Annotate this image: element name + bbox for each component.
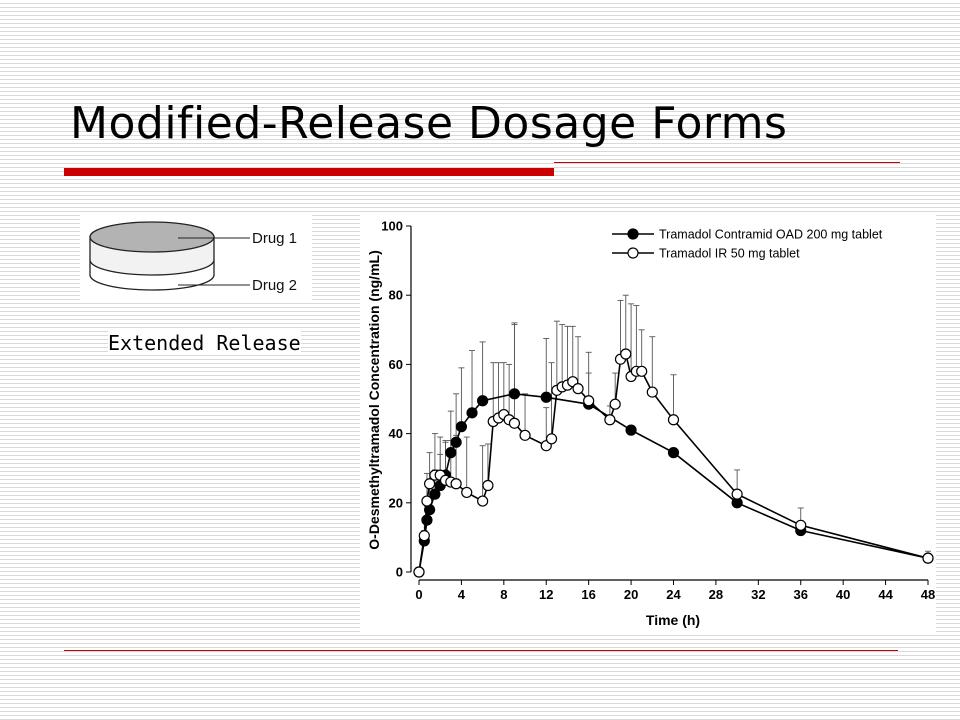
drug2-label: Drug 2 bbox=[252, 277, 297, 294]
data-point-open bbox=[609, 398, 621, 410]
y-axis-label: O-Desmethyltramadol Concentration (ng/mL… bbox=[366, 250, 382, 549]
y-tick-label: 80 bbox=[389, 288, 403, 303]
data-point-open bbox=[667, 414, 680, 426]
data-point-open bbox=[418, 530, 430, 542]
data-point-filled bbox=[445, 447, 457, 459]
y-tick-label: 100 bbox=[381, 219, 403, 234]
data-point-open bbox=[636, 365, 648, 377]
x-tick-label: 24 bbox=[666, 587, 681, 602]
data-point-filled bbox=[540, 391, 552, 403]
data-point-open bbox=[519, 429, 531, 441]
data-point-open bbox=[421, 495, 433, 507]
y-tick-label: 60 bbox=[389, 357, 403, 372]
data-point-open bbox=[572, 383, 584, 395]
x-tick-label: 8 bbox=[500, 587, 507, 602]
x-tick-label: 44 bbox=[878, 587, 893, 602]
data-point-open bbox=[450, 478, 462, 490]
x-tick-label: 16 bbox=[581, 587, 595, 602]
data-point-open bbox=[413, 566, 425, 578]
data-point-filled bbox=[455, 421, 468, 433]
series-markers bbox=[413, 348, 934, 578]
data-point-open bbox=[583, 395, 595, 407]
data-point-open bbox=[545, 433, 558, 445]
slide-title: Modified-Release Dosage Forms bbox=[70, 98, 788, 149]
legend-marker-2 bbox=[627, 247, 639, 259]
legend-label-2: Tramadol IR 50 mg tablet bbox=[659, 247, 800, 261]
data-point-open bbox=[461, 486, 473, 499]
y-tick-label: 40 bbox=[389, 426, 403, 441]
legend-label-1: Tramadol Contramid OAD 200 mg tablet bbox=[659, 228, 883, 242]
data-point-filled bbox=[466, 407, 478, 419]
data-point-open bbox=[424, 478, 436, 490]
extended-release-caption: Extended Release bbox=[108, 331, 301, 355]
data-point-open bbox=[795, 519, 807, 531]
y-tick-label: 20 bbox=[389, 495, 403, 510]
data-point-filled bbox=[667, 447, 680, 459]
tablet-illustration: Drug 1 Drug 2 bbox=[89, 221, 297, 294]
data-point-filled bbox=[625, 424, 637, 436]
drug1-label: Drug 1 bbox=[252, 230, 297, 247]
legend-marker-1 bbox=[627, 228, 639, 240]
x-tick-label: 28 bbox=[709, 587, 723, 602]
data-point-open bbox=[508, 417, 521, 429]
data-point-open bbox=[731, 488, 743, 500]
data-point-open bbox=[482, 479, 494, 492]
x-tick-label: 32 bbox=[751, 587, 765, 602]
data-point-open bbox=[620, 348, 632, 360]
data-point-open bbox=[922, 552, 934, 564]
x-tick-label: 48 bbox=[921, 587, 935, 602]
title-underline bbox=[554, 162, 900, 163]
data-point-filled bbox=[450, 436, 462, 448]
x-tick-label: 4 bbox=[458, 587, 466, 602]
x-tick-label: 12 bbox=[539, 587, 553, 602]
x-tick-label: 36 bbox=[794, 587, 808, 602]
x-axis-label: Time (h) bbox=[646, 612, 700, 628]
pk-chart-container: 0 4 8 12 16 20 24 28 32 36 40 44 48 0 20 40 60 80 100 Tram… bbox=[360, 212, 936, 632]
data-point-filled bbox=[421, 514, 433, 526]
data-point-filled bbox=[429, 488, 441, 500]
data-point-open bbox=[646, 386, 658, 398]
error-bars bbox=[421, 294, 931, 559]
chart-legend: Tramadol Contramid OAD 200 mg tablet Tram… bbox=[612, 228, 883, 261]
data-point-filled bbox=[508, 388, 521, 400]
y-tick-label: 0 bbox=[396, 565, 403, 580]
tablet-top-face bbox=[89, 221, 215, 253]
x-tick-label: 20 bbox=[624, 587, 638, 602]
title-accent-bar bbox=[64, 168, 554, 176]
data-point-filled bbox=[477, 395, 489, 407]
x-tick-label: 40 bbox=[836, 587, 850, 602]
bilayer-tablet-diagram: Drug 1 Drug 2 bbox=[80, 213, 312, 301]
data-point-open bbox=[604, 414, 616, 426]
data-point-open bbox=[477, 495, 489, 507]
x-tick-label: 0 bbox=[415, 587, 422, 602]
footer-rule bbox=[64, 650, 898, 651]
